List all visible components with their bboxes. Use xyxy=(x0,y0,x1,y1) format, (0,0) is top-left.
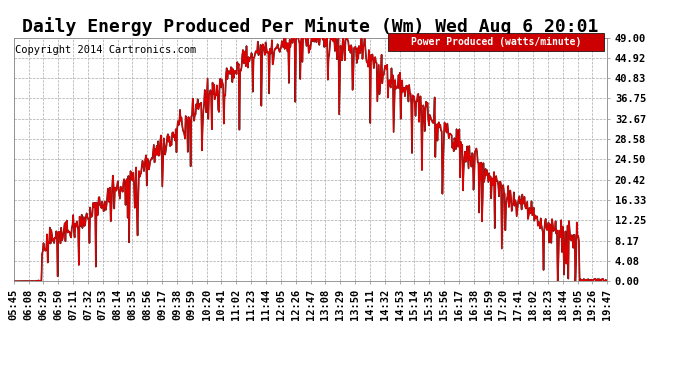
Text: Copyright 2014 Cartronics.com: Copyright 2014 Cartronics.com xyxy=(15,45,196,55)
FancyBboxPatch shape xyxy=(388,33,604,51)
Title: Daily Energy Produced Per Minute (Wm) Wed Aug 6 20:01: Daily Energy Produced Per Minute (Wm) We… xyxy=(22,17,599,36)
Text: Power Produced (watts/minute): Power Produced (watts/minute) xyxy=(411,37,581,47)
